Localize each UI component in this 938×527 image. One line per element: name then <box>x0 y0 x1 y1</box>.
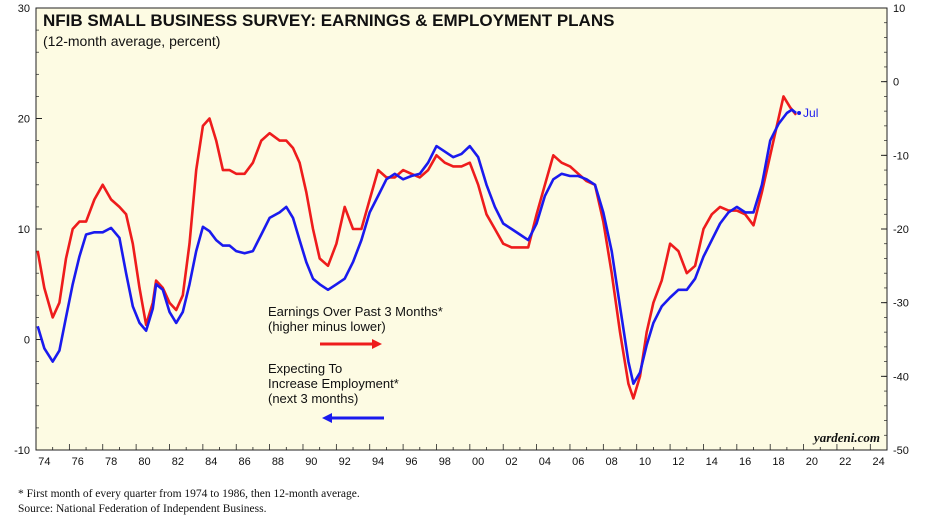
x-tick-label: 92 <box>339 456 351 468</box>
x-tick-label: 90 <box>305 456 317 468</box>
jul-label: Jul <box>803 106 818 120</box>
chart-title: NFIB SMALL BUSINESS SURVEY: EARNINGS & E… <box>43 11 614 30</box>
left-tick-label: 10 <box>18 224 30 236</box>
legend-employment-line-1: Expecting To <box>268 361 342 376</box>
x-tick-label: 80 <box>138 456 150 468</box>
x-tick-label: 86 <box>238 456 250 468</box>
last-value-marker: Jul <box>797 106 818 120</box>
left-tick-label: 30 <box>18 3 30 15</box>
series-employment-line <box>36 108 797 385</box>
legend-employment-arrow <box>322 413 384 423</box>
x-tick-label: 02 <box>505 456 517 468</box>
x-tick-label: 94 <box>372 456 384 468</box>
series-lines <box>36 95 798 400</box>
legend-employment-line-3: (next 3 months) <box>268 391 358 406</box>
legend-earnings-line-2: (higher minus lower) <box>268 319 386 334</box>
right-tick-label: -50 <box>893 445 909 457</box>
x-tick-label: 20 <box>806 456 818 468</box>
right-tick-label: -10 <box>893 150 909 162</box>
x-tick-label: 06 <box>572 456 584 468</box>
left-tick-label: -10 <box>14 445 30 457</box>
legend-employment: Expecting To Increase Employment* (next … <box>268 361 399 423</box>
x-tick-label: 96 <box>405 456 417 468</box>
right-tick-label: 10 <box>893 3 905 15</box>
left-tick-label: 0 <box>24 335 30 347</box>
chart-subtitle: (12-month average, percent) <box>43 33 220 49</box>
x-tick-label: 24 <box>873 456 885 468</box>
right-tick-label: -20 <box>893 224 909 236</box>
x-tick-label: 74 <box>38 456 50 468</box>
x-tick-label: 76 <box>72 456 84 468</box>
x-tick-label: 98 <box>439 456 451 468</box>
plot-area <box>35 7 888 451</box>
x-tick-label: 10 <box>639 456 651 468</box>
x-tick-label: 22 <box>839 456 851 468</box>
footnote-2: Source: National Federation of Independe… <box>18 503 267 515</box>
x-axis: 74 76 78 80 82 84 86 88 90 92 94 96 98 00 02 04 06 08 10 12… <box>35 444 888 468</box>
x-tick-label: 04 <box>539 456 551 468</box>
x-tick-label: 00 <box>472 456 484 468</box>
legend-employment-line-2: Increase Employment* <box>268 376 399 391</box>
x-tick-label: 12 <box>672 456 684 468</box>
legend-earnings-arrow <box>320 339 382 349</box>
left-tick-label: 20 <box>18 114 30 126</box>
left-axis: -10 0 10 20 30 <box>14 3 42 457</box>
x-tick-label: 84 <box>205 456 217 468</box>
jul-dot <box>797 110 802 115</box>
x-tick-label: 14 <box>706 456 718 468</box>
right-tick-label: -30 <box>893 298 909 310</box>
footnote-1: * First month of every quarter from 1974… <box>18 488 360 500</box>
legend-earnings: Earnings Over Past 3 Months* (higher min… <box>268 304 443 349</box>
x-tick-label: 88 <box>272 456 284 468</box>
x-tick-label: 18 <box>772 456 784 468</box>
x-tick-label: 82 <box>172 456 184 468</box>
x-tick-label: 16 <box>739 456 751 468</box>
brand-watermark: yardeni.com <box>812 430 880 445</box>
right-tick-label: 0 <box>893 77 899 89</box>
right-axis: -50 -40 -30 -20 -10 0 10 <box>881 3 909 457</box>
x-tick-label: 08 <box>606 456 618 468</box>
right-tick-label: -40 <box>893 371 909 383</box>
legend-earnings-line-1: Earnings Over Past 3 Months* <box>268 304 443 319</box>
x-tick-label: 78 <box>105 456 117 468</box>
